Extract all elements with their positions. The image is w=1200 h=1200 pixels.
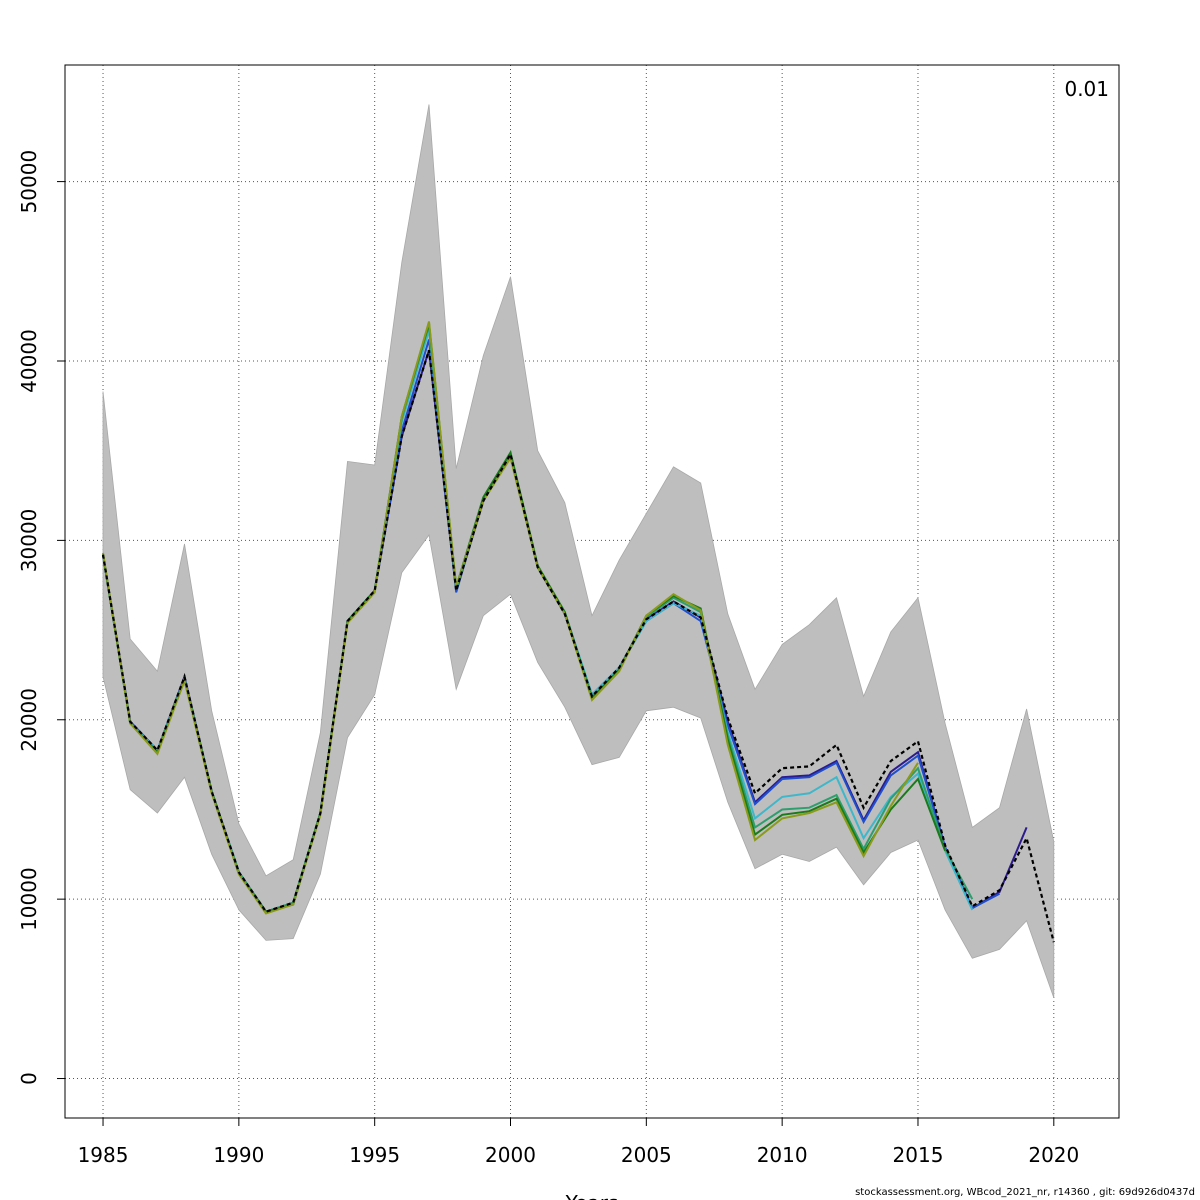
plot-frame [64, 64, 1120, 1119]
series-line-reference [101, 349, 1055, 943]
footer-credit: stockassessment.org, WBcod_2021_nr, r143… [855, 1187, 1195, 1198]
x-tick-label: 1990 [213, 1143, 264, 1167]
x-tick-label: 1995 [349, 1143, 400, 1167]
x-tick-label: 2020 [1028, 1143, 1079, 1167]
y-tick-label: 0 [17, 1072, 41, 1085]
x-tick-label: 2015 [893, 1143, 944, 1167]
y-tick-label: 20000 [17, 688, 41, 752]
confidence-band [102, 104, 1055, 998]
y-tick-label: 10000 [17, 867, 41, 931]
series-lines-group [101, 321, 1055, 943]
y-tick-label: 30000 [17, 509, 41, 573]
x-tick-label: 2000 [485, 1143, 536, 1167]
y-tick-label: 50000 [17, 150, 41, 214]
grid-lines [65, 65, 1119, 1118]
x-tick-label: 2010 [757, 1143, 808, 1167]
x-axis-title: Years [565, 1191, 619, 1200]
x-tick-label: 1985 [78, 1143, 129, 1167]
corner-label: 0.01 [1064, 77, 1109, 101]
x-tick-label: 2005 [621, 1143, 672, 1167]
confidence-band-group [102, 104, 1055, 998]
y-tick-label: 40000 [17, 329, 41, 393]
axes-group: 1985 1990 1995 2000 2005 2010 2015 2020 0 10000 20… [17, 150, 1079, 1167]
